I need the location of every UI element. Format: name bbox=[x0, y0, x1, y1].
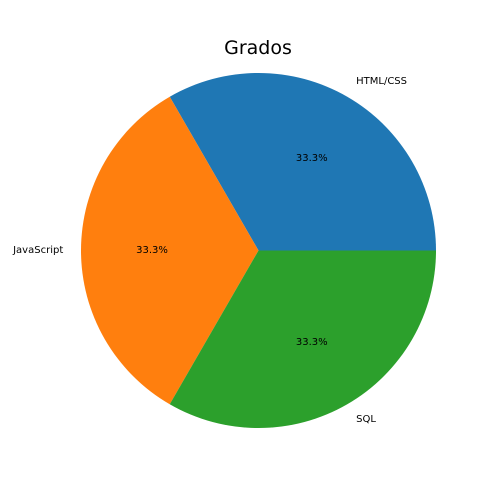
slice-label-html-css: HTML/CSS bbox=[356, 76, 407, 87]
percent-label-html-css: 33.3% bbox=[296, 153, 328, 164]
slice-label-sql: SQL bbox=[356, 414, 376, 425]
slice-label-javascript: JavaScript bbox=[12, 245, 63, 256]
percent-label-javascript: 33.3% bbox=[136, 245, 168, 256]
pie-slice-sql bbox=[169, 250, 436, 428]
pie-slice-html-css bbox=[169, 72, 436, 251]
pie-labels: HTML/CSS 33.3% JavaScript 33.3% SQL 33.3% bbox=[12, 76, 407, 425]
pie-slices bbox=[81, 72, 436, 428]
pie-slice-javascript bbox=[81, 96, 259, 405]
percent-label-sql: 33.3% bbox=[296, 337, 328, 348]
chart-title: Grados bbox=[224, 37, 292, 59]
